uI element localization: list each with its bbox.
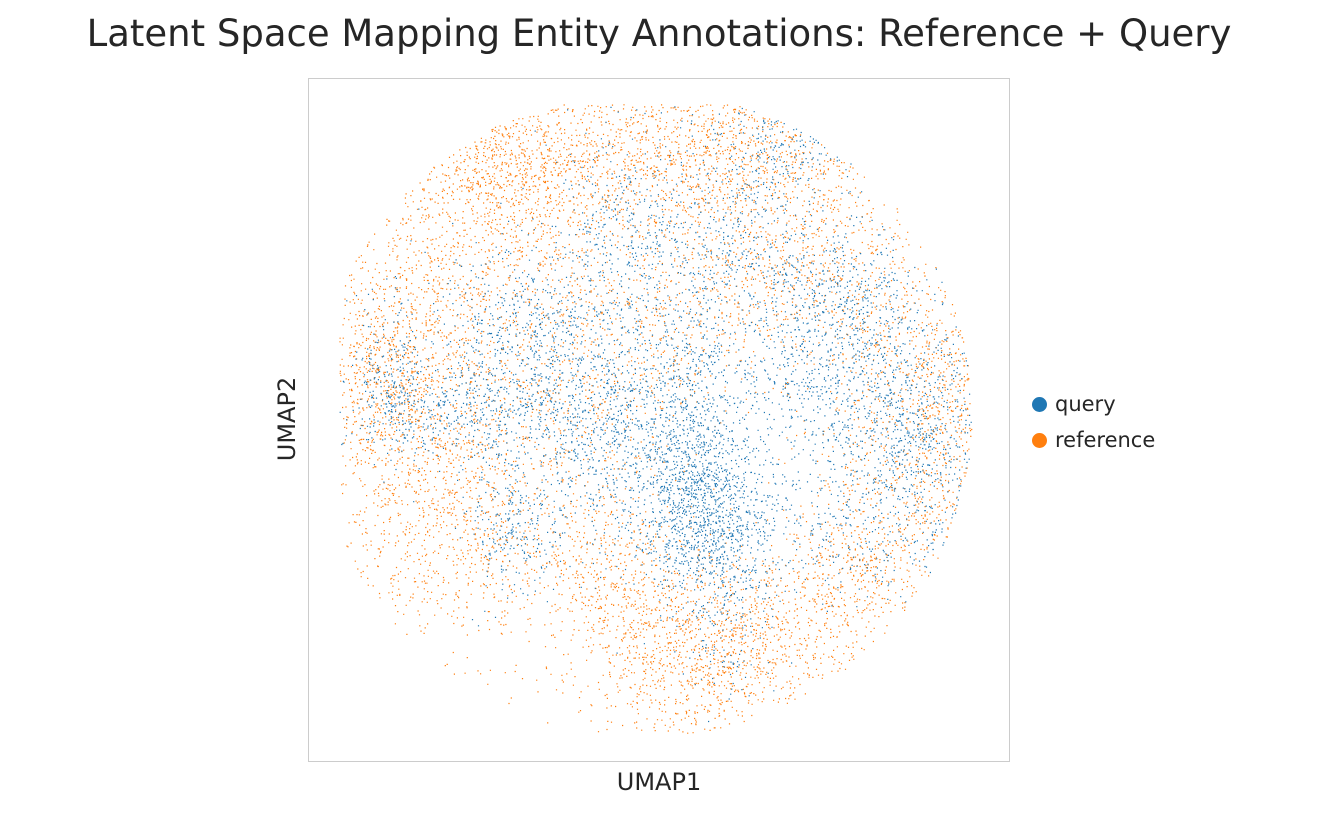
legend-marker-reference bbox=[1032, 432, 1047, 448]
legend-label-reference: reference bbox=[1055, 428, 1156, 452]
reference-points bbox=[339, 104, 973, 734]
plot-area bbox=[308, 78, 1010, 762]
x-axis-label: UMAP1 bbox=[616, 768, 702, 796]
y-axis-label: UMAP2 bbox=[273, 376, 301, 462]
legend-marker-query bbox=[1032, 396, 1047, 412]
chart-title: Latent Space Mapping Entity Annotations:… bbox=[86, 12, 1232, 55]
umap-scatter-plot bbox=[339, 104, 973, 734]
legend-item-reference: reference bbox=[1030, 422, 1155, 458]
legend: query reference bbox=[1030, 386, 1155, 458]
legend-item-query: query bbox=[1030, 386, 1155, 422]
legend-label-query: query bbox=[1055, 392, 1116, 416]
